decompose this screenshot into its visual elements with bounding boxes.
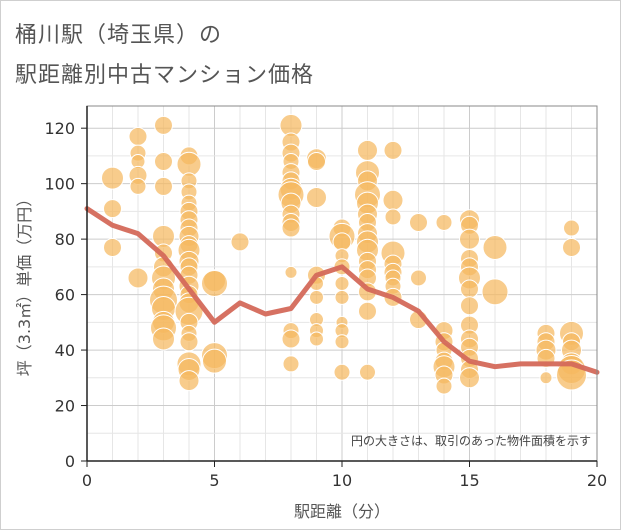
data-bubble <box>284 265 298 279</box>
data-bubble <box>154 176 173 196</box>
x-tick-label: 15 <box>459 471 479 490</box>
x-axis-label: 駅距離（分） <box>294 502 390 521</box>
data-bubble <box>128 127 148 147</box>
data-bubble <box>306 187 327 209</box>
data-bubble <box>460 279 479 299</box>
x-tick-label: 20 <box>587 471 607 490</box>
data-bubble <box>435 213 453 231</box>
data-bubble <box>103 199 122 219</box>
data-bubble <box>383 140 403 160</box>
data-bubble <box>307 151 326 171</box>
y-tick-label: 40 <box>55 341 75 360</box>
data-bubble <box>101 166 124 190</box>
y-tick-label: 20 <box>55 397 75 416</box>
x-tick-label: 10 <box>332 471 352 490</box>
bubble-size-note: 円の大きさは、取引のあった物件面積を示す <box>351 433 591 448</box>
data-bubble <box>281 329 301 349</box>
data-bubble <box>459 367 480 389</box>
chart-title-line2: 駅距離別中古マンション価格 <box>15 63 315 88</box>
data-bubble <box>460 296 479 316</box>
y-tick-label: 80 <box>55 230 75 249</box>
data-bubble <box>230 232 250 252</box>
data-bubble <box>154 115 173 135</box>
data-bubble <box>435 377 453 395</box>
data-bubble <box>103 237 122 257</box>
chart-title-line1: 桶川駅（埼玉県）の <box>15 23 223 48</box>
data-bubble <box>201 270 228 297</box>
data-bubble <box>459 228 480 250</box>
average-price-line <box>84 206 600 375</box>
data-bubble <box>481 278 509 306</box>
data-bubble <box>357 139 378 161</box>
data-bubble <box>202 348 227 374</box>
data-bubble <box>409 212 428 232</box>
data-bubble <box>358 301 377 321</box>
data-bubble <box>334 334 350 350</box>
data-bubble <box>359 363 376 381</box>
data-bubble <box>562 237 581 257</box>
data-bubble <box>309 331 324 347</box>
data-bubble <box>281 218 301 238</box>
data-bubble <box>178 370 200 392</box>
data-bubble <box>282 355 300 373</box>
data-bubble <box>482 234 508 260</box>
data-bubble <box>539 371 553 385</box>
data-bubble <box>154 151 173 171</box>
data-bubble <box>563 219 580 237</box>
y-tick-label: 120 <box>44 119 75 138</box>
y-axis-label: 坪（3.3㎡）単価（万円） <box>15 191 34 376</box>
data-bubble <box>333 363 351 381</box>
x-tick-label: 5 <box>209 471 219 490</box>
y-tick-label: 0 <box>65 452 75 471</box>
y-tick-label: 60 <box>55 286 75 305</box>
data-bubble <box>152 327 175 351</box>
data-bubble <box>332 232 352 252</box>
data-bubble <box>384 208 402 226</box>
data-bubble <box>410 269 427 287</box>
data-bubble <box>382 189 404 211</box>
y-tick-label: 100 <box>44 175 75 194</box>
x-tick-label: 0 <box>82 471 92 490</box>
data-bubble <box>334 289 350 305</box>
data-bubble <box>334 276 350 291</box>
data-bubble <box>127 267 149 289</box>
data-bubble <box>309 289 324 305</box>
bubble-series <box>101 113 587 395</box>
data-bubble <box>179 332 199 352</box>
data-bubble <box>129 177 147 195</box>
